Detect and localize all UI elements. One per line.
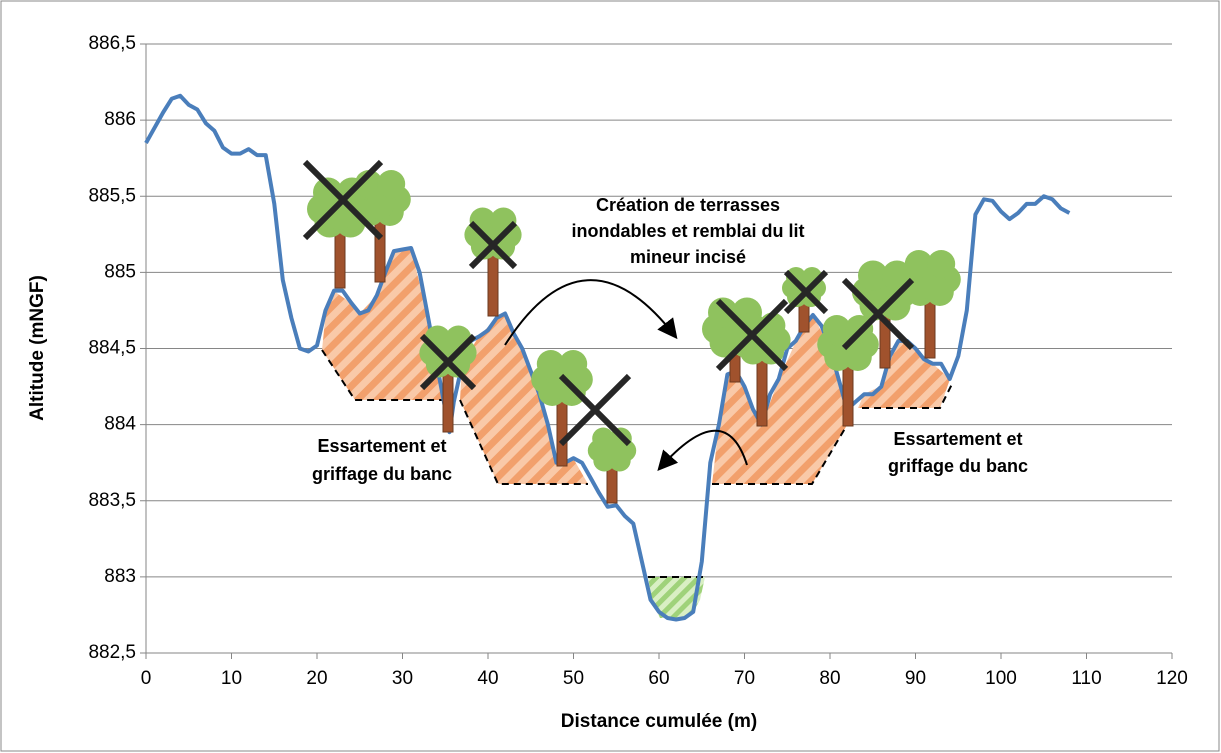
tree-leaf [601, 444, 623, 466]
y-tick-label: 883 [104, 566, 136, 587]
tree [531, 350, 593, 467]
y-tick-label: 883,5 [88, 490, 136, 511]
x-axis-title: Distance cumulée (m) [561, 711, 757, 732]
y-axis-title: Altitude (mNGF) [27, 275, 48, 421]
annotation: mineur incisé [630, 247, 746, 267]
tree [733, 312, 791, 427]
cross [715, 298, 789, 372]
y-tick-label: 884,5 [88, 338, 136, 359]
tree-leaf [858, 260, 888, 291]
tree-leaf [366, 191, 394, 219]
annotation: Essartement et [893, 429, 1022, 449]
cross [419, 333, 477, 391]
x-tick-label: 60 [648, 668, 669, 689]
annotation: griffage du banc [312, 464, 452, 484]
annotation: Création de terrasses [596, 195, 780, 215]
tree-leaf [904, 250, 933, 278]
annotation: inondables et remblai du lit [571, 221, 804, 241]
cross [302, 159, 384, 241]
tree-leaf [548, 371, 576, 399]
cross-stroke [419, 333, 477, 391]
tree-leaf [592, 427, 615, 450]
data-line [144, 93, 1071, 622]
tree-leaf [313, 177, 343, 208]
y-tick-label: 885,5 [88, 185, 136, 206]
x-tick-label: 120 [1156, 668, 1188, 689]
cross-stroke [558, 373, 632, 447]
cross [468, 220, 518, 270]
tree-leaf [786, 267, 806, 287]
cross-stroke [715, 298, 789, 372]
cross [841, 277, 915, 351]
annotation: griffage du banc [888, 456, 1028, 476]
hatched-zones [321, 248, 953, 618]
x-tick-label: 50 [563, 668, 584, 689]
tree-leaf [834, 336, 862, 364]
arrows [504, 279, 748, 471]
x-tick-label: 0 [141, 668, 152, 689]
y-tick-label: 885 [104, 261, 136, 282]
cross [558, 373, 632, 447]
annotation: Essartement et [317, 436, 446, 456]
x-tick-label: 40 [477, 668, 498, 689]
tree-leaf [927, 250, 956, 278]
tree-leaf [480, 227, 506, 253]
x-tick-label: 110 [1071, 668, 1101, 689]
tree-leaf [916, 271, 944, 299]
cross-stroke [302, 159, 384, 241]
tree-leaf [536, 350, 565, 378]
tree-leaf [708, 297, 738, 328]
y-tick-label: 882,5 [88, 642, 136, 663]
y-tick-label: 886 [104, 109, 136, 130]
tree-leaf [822, 315, 851, 343]
tree [587, 427, 637, 504]
tree-leaf [559, 350, 588, 378]
tree-leaf [377, 170, 406, 198]
tree-leaf [870, 283, 900, 313]
tree [419, 325, 477, 433]
x-tick-label: 30 [392, 668, 413, 689]
y-tick-label: 886,5 [88, 33, 136, 54]
y-tick-label: 884 [104, 414, 136, 435]
cross-stroke [468, 220, 518, 270]
cross [783, 269, 829, 315]
tree [899, 250, 961, 359]
x-tick-label: 90 [905, 668, 926, 689]
cross-stroke [783, 269, 829, 315]
cross-stroke [841, 277, 915, 351]
x-tick-label: 70 [734, 668, 755, 689]
x-tick-label: 100 [985, 668, 1017, 689]
x-tick-label: 20 [306, 668, 327, 689]
x-tick-label: 80 [819, 668, 840, 689]
x-tick-label: 10 [221, 668, 242, 689]
